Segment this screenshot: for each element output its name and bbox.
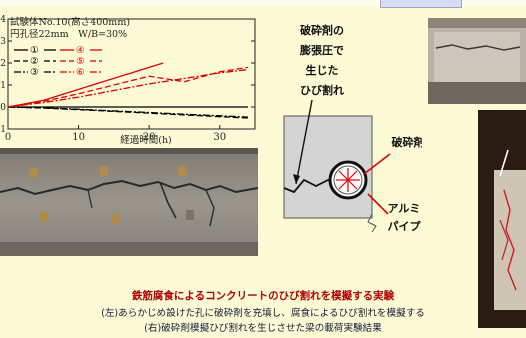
chart-series	[7, 62, 249, 119]
crack-label-line-4: ひび割れ	[300, 83, 344, 97]
y-tick-label: 0	[0, 103, 6, 113]
pipe-label-line-2: パイプ	[388, 219, 422, 233]
y-tick-label: 4	[0, 15, 6, 25]
y-tick-label: 3	[0, 37, 6, 47]
pressure-arrows	[336, 168, 360, 192]
loading-test-photo	[478, 110, 526, 328]
concrete-beam-photo-left	[0, 148, 258, 256]
plot-frame	[7, 18, 256, 130]
crack-label-line-2: 膨張圧で	[299, 43, 344, 57]
legend-label-3: ③	[30, 67, 39, 78]
legend-label-6: ⑥	[76, 67, 85, 78]
series-line-6	[7, 68, 249, 108]
chart-legend: ①②③ ④⑤⑥	[14, 45, 102, 78]
legend-label-5: ⑤	[76, 56, 85, 67]
chart-background	[0, 7, 262, 147]
series-line-3	[7, 106, 248, 118]
legend-label-4: ④	[76, 45, 85, 56]
x-tick-label: 20	[143, 132, 156, 143]
x-tick-label: 10	[72, 132, 85, 143]
caption-line-2: (右)破砕剤模擬ひび割れを生じさせた梁の載荷実験結果	[144, 323, 382, 334]
pipe-label-line-1: アルミ	[388, 202, 421, 215]
x-tick-label: 0	[5, 132, 11, 143]
legend-label-2: ②	[30, 56, 39, 67]
crack-label-line-1: 破砕剤の	[300, 23, 344, 37]
y-tick-label: 2	[0, 59, 6, 69]
top-strip	[0, 0, 526, 6]
crack-arrow	[295, 99, 313, 185]
crack-label-line-3: 生じた	[306, 63, 339, 77]
concrete-beam-photo-right	[428, 18, 526, 104]
caption-title: 鉄筋腐食によるコンクリートのひび割れを模擬する実験	[131, 290, 395, 302]
caption-line-1: (左)あらかじめ設けた孔に破砕剤を充填し、腐食によるひび割れを模擬する	[101, 308, 425, 319]
y-tick-label: 1	[0, 81, 6, 91]
chart-title-line-2: 円孔径22mm W/B=30%	[10, 28, 127, 40]
agent-arrow	[363, 153, 391, 175]
chart-x-label: 経過時間(h)	[120, 134, 172, 146]
legend-label-1: ①	[30, 45, 39, 56]
chart-title-line-1: 試験体No.10(高さ400mm)	[10, 16, 130, 28]
x-tick-label: 30	[213, 132, 226, 143]
series-line-4	[7, 62, 164, 108]
y-tick-label: -1	[0, 125, 6, 135]
agent-label: 破砕剤	[392, 135, 423, 149]
header-banner	[380, 0, 462, 8]
pipe-arrow	[367, 193, 389, 215]
crack-diagram: 破砕剤の 膨張圧で 生じた ひび割れ 破砕剤 アルミ パイプ	[283, 23, 423, 233]
